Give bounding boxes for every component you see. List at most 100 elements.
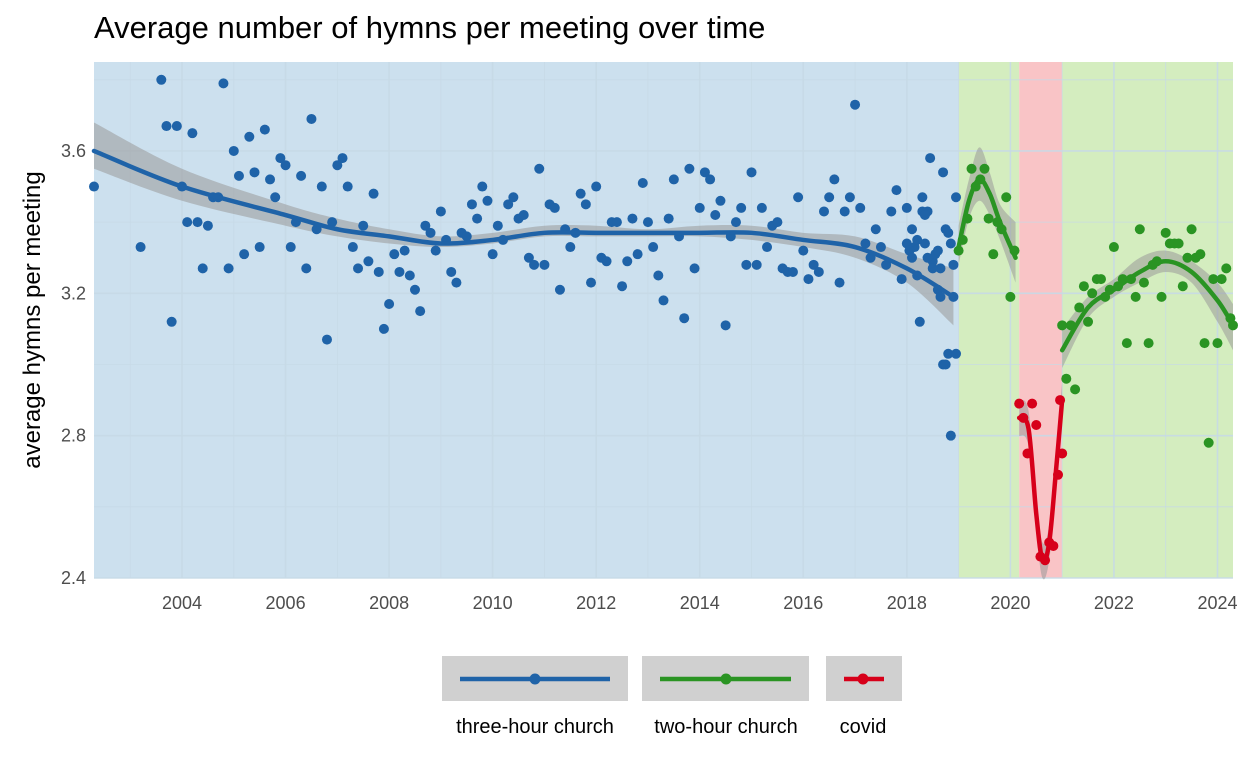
data-point	[316, 181, 327, 192]
data-point	[756, 202, 767, 213]
data-point	[1083, 316, 1094, 327]
data-point	[694, 202, 705, 213]
data-point	[653, 270, 664, 281]
data-point	[829, 174, 840, 185]
data-point	[637, 177, 648, 188]
data-point	[321, 334, 332, 345]
data-point	[1160, 227, 1171, 238]
legend-swatch-point	[720, 673, 732, 685]
data-point	[1134, 224, 1145, 235]
data-point	[487, 249, 498, 260]
data-point	[420, 220, 431, 231]
data-point	[296, 170, 307, 181]
data-point	[762, 242, 773, 253]
data-point	[415, 306, 426, 317]
data-point	[925, 153, 936, 164]
data-point	[679, 313, 690, 324]
grid-lines	[94, 62, 1233, 579]
data-point	[466, 199, 477, 210]
data-point	[1074, 302, 1085, 313]
data-point	[912, 234, 923, 245]
data-point	[834, 277, 845, 288]
data-point	[951, 192, 962, 203]
data-point	[658, 295, 669, 306]
data-point	[741, 259, 752, 270]
data-point	[363, 256, 374, 267]
data-point	[301, 263, 312, 274]
data-point	[223, 263, 234, 274]
data-point	[935, 263, 946, 274]
data-point	[1195, 249, 1206, 260]
data-point	[1221, 263, 1232, 274]
confidence-ribbon	[1062, 250, 1233, 369]
data-point	[404, 270, 415, 281]
data-point	[508, 192, 519, 203]
data-point	[627, 213, 638, 224]
data-point	[399, 245, 410, 256]
data-point	[927, 263, 938, 274]
data-point	[1031, 419, 1042, 430]
data-point	[358, 220, 369, 231]
data-point	[907, 252, 918, 263]
x-tick-label: 2024	[1197, 593, 1237, 613]
data-point	[378, 323, 389, 334]
data-point	[1095, 274, 1106, 285]
data-point	[202, 220, 213, 231]
data-point	[699, 167, 710, 178]
data-point	[896, 274, 907, 285]
data-point	[265, 174, 276, 185]
data-point	[632, 249, 643, 260]
y-axis-title: average hymns per meeting	[19, 171, 46, 469]
data-point	[720, 320, 731, 331]
data-point	[860, 238, 871, 249]
data-point	[192, 217, 203, 228]
trend-line	[91, 148, 956, 300]
legend: three-hour church two-hour church covid	[442, 656, 902, 738]
data-point	[446, 266, 457, 277]
period-band	[958, 62, 1020, 578]
data-point	[1212, 338, 1223, 349]
data-point	[171, 121, 182, 132]
data-point	[922, 252, 933, 263]
data-point	[586, 277, 597, 288]
y-tick-label: 3.6	[61, 141, 86, 161]
data-point	[156, 74, 167, 85]
data-point	[461, 231, 472, 242]
data-point	[1177, 281, 1188, 292]
data-point	[772, 217, 783, 228]
data-point	[239, 249, 250, 260]
data-point	[935, 291, 946, 302]
data-point	[798, 245, 809, 256]
data-point	[919, 238, 930, 249]
x-tick-label: 2012	[576, 593, 616, 613]
data-point	[689, 263, 700, 274]
data-point	[353, 263, 364, 274]
data-point	[451, 277, 462, 288]
data-point	[803, 274, 814, 285]
data-point	[951, 348, 962, 359]
data-point	[875, 242, 886, 253]
data-point	[342, 181, 353, 192]
data-point	[534, 163, 545, 174]
data-point	[425, 227, 436, 238]
data-point	[384, 298, 395, 309]
data-point	[901, 202, 912, 213]
data-point	[601, 256, 612, 267]
data-point	[751, 259, 762, 270]
data-point	[332, 160, 343, 171]
data-point	[233, 170, 244, 181]
data-point	[914, 316, 925, 327]
data-point	[945, 238, 956, 249]
data-point	[1143, 338, 1154, 349]
period-band	[94, 62, 959, 578]
data-point	[1199, 338, 1210, 349]
data-point	[187, 128, 198, 139]
data-point	[1173, 238, 1184, 249]
data-point	[1005, 291, 1016, 302]
confidence-ribbon	[958, 147, 1016, 283]
data-point	[1130, 291, 1141, 302]
data-point	[259, 124, 270, 135]
x-axis-ticks: 2004 2006 2008 2010 2012 2014 2016 2018 2020 2022…	[162, 593, 1238, 613]
data-point	[943, 227, 954, 238]
